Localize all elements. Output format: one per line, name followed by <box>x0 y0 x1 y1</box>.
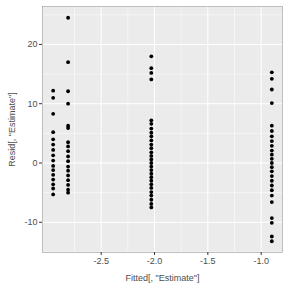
svg-text:10: 10 <box>27 99 37 109</box>
svg-text:-1.5: -1.5 <box>200 256 216 266</box>
svg-text:-1.0: -1.0 <box>253 256 269 266</box>
svg-text:-10: -10 <box>24 217 37 227</box>
svg-text:-2.5: -2.5 <box>93 256 109 266</box>
svg-text:20: 20 <box>27 39 37 49</box>
svg-text:-2.0: -2.0 <box>147 256 163 266</box>
svg-text:Fitted[, "Estimate"]: Fitted[, "Estimate"] <box>126 273 200 283</box>
svg-text:0: 0 <box>32 158 37 168</box>
svg-text:Resid[, "Estimate"]: Resid[, "Estimate"] <box>7 92 17 166</box>
